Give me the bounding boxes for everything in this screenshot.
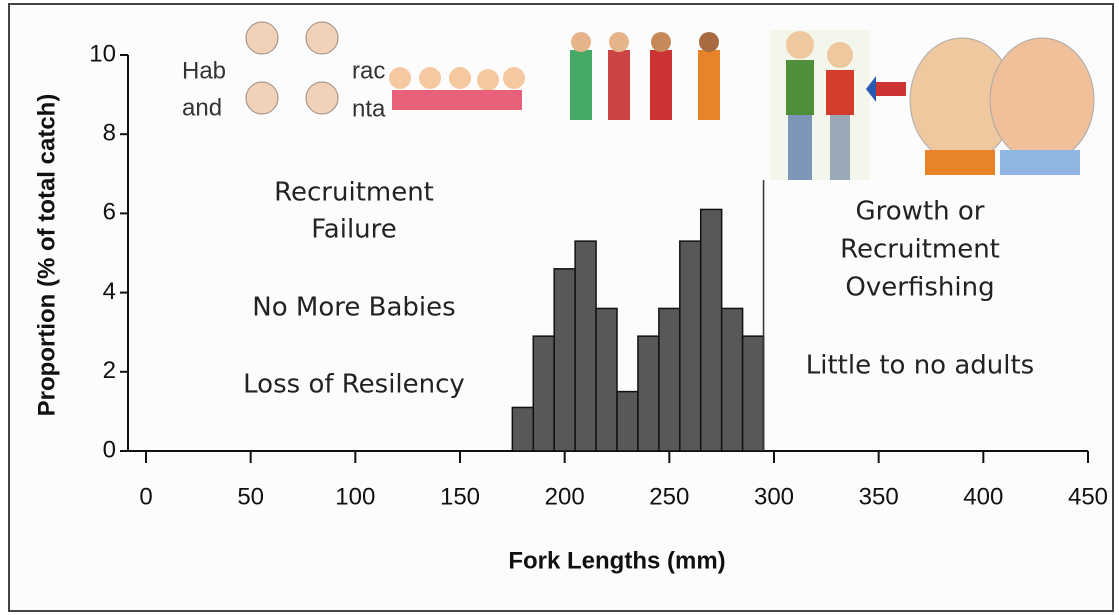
bar (701, 209, 722, 451)
bar (533, 336, 554, 451)
bar (743, 336, 764, 451)
annotation: Hab (182, 57, 226, 84)
x-tick-label: 350 (859, 483, 899, 510)
x-tick-label: 400 (963, 483, 1003, 510)
annotation: Recruitment (840, 235, 1000, 265)
x-tick-label: 300 (754, 483, 794, 510)
x-tick-label: 50 (237, 483, 264, 510)
annotation: Loss of Resilency (243, 370, 465, 400)
y-axis-label: Proportion (% of total catch) (33, 94, 60, 417)
x-tick-label: 200 (545, 483, 585, 510)
y-tick-label: 0 (103, 436, 116, 463)
y-tick-label: 4 (103, 278, 116, 305)
x-tick-label: 0 (139, 483, 152, 510)
bar (554, 269, 575, 451)
annotation: No More Babies (252, 293, 455, 323)
bar (596, 308, 617, 451)
bar (638, 336, 659, 451)
y-tick-label: 8 (103, 120, 116, 147)
bar (659, 308, 680, 451)
y-tick-label: 6 (103, 199, 116, 226)
annotation: rac (352, 57, 385, 84)
x-tick-label: 250 (649, 483, 689, 510)
chart: 0246810050100150200250300350400450Haband… (0, 0, 1119, 615)
annotation: nta (352, 95, 386, 122)
y-tick-label: 2 (103, 357, 116, 384)
bar (512, 407, 533, 451)
x-tick-label: 100 (335, 483, 375, 510)
annotation: Growth or (856, 197, 985, 227)
annotation: and (182, 94, 222, 121)
annotation: Little to no adults (806, 351, 1034, 381)
annotation: Failure (311, 215, 397, 245)
annotation: Recruitment (274, 178, 434, 208)
x-tick-label: 150 (440, 483, 480, 510)
annotation: Overfishing (845, 273, 994, 303)
bar (722, 308, 743, 451)
x-axis-label: Fork Lengths (mm) (508, 547, 725, 574)
bar (575, 241, 596, 451)
bar (680, 241, 701, 451)
bar (617, 392, 638, 451)
y-tick-label: 10 (89, 40, 116, 67)
x-tick-label: 450 (1068, 483, 1108, 510)
